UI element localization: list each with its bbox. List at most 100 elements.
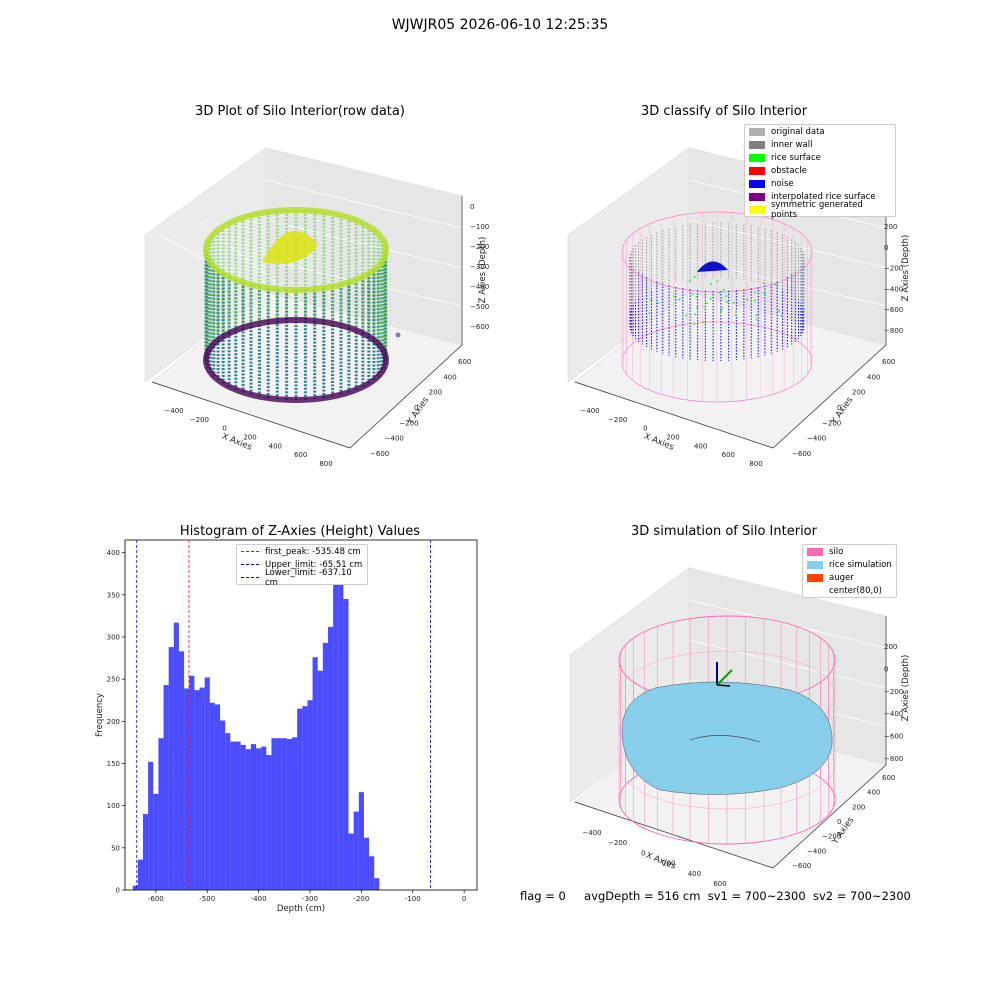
- histogram-legend: first_peak: -535.48 cm Upper_limit: -65.5…: [236, 544, 368, 588]
- y-tick-label: 200: [852, 803, 865, 811]
- y-axis-label: Y Axies: [829, 395, 856, 427]
- z-tick-label: 200: [884, 223, 897, 231]
- histogram-bar: [343, 599, 349, 890]
- top-ring: [203, 207, 389, 293]
- z-tick-label: 200: [884, 643, 897, 651]
- z-tick-label: −400: [884, 710, 903, 718]
- y-tick-label: 350: [107, 591, 120, 599]
- x-tick-label: −400: [582, 829, 601, 837]
- x-tick-label: 200: [662, 860, 675, 868]
- legend-item: obstacle: [745, 164, 895, 177]
- z-tick-label: −600: [470, 323, 489, 331]
- rice-surface-point: [726, 301, 728, 303]
- rice-surface-point: [712, 330, 715, 333]
- rice-surface-point: [720, 310, 723, 313]
- rice-surface-point: [648, 312, 651, 315]
- z-axis-label: Z Axies (Depth): [478, 237, 488, 304]
- raw-3d-plot: −400−2000200400600800−600−400−2000200400…: [144, 147, 489, 468]
- histogram-bar: [266, 755, 272, 890]
- rice-surface-point: [695, 296, 698, 299]
- rice-surface-point: [685, 314, 688, 317]
- y-tick-label: 400: [867, 373, 880, 381]
- legend-label: rice simulation: [829, 559, 892, 570]
- legend-label: center(80,0): [829, 585, 882, 596]
- x-tick-label: 800: [749, 460, 762, 468]
- legend-swatch: [241, 577, 259, 578]
- y-tick-label: 400: [867, 789, 880, 797]
- histogram-bar: [209, 702, 215, 890]
- x-tick-label: 0: [643, 425, 647, 433]
- rice-surface-point: [746, 298, 749, 301]
- rice-surface-point: [725, 295, 728, 298]
- grid-line: [688, 639, 887, 689]
- classify-3d-plot: −400−2000200400600800−600−400−2000200400…: [567, 147, 911, 468]
- x-tick-label: 600: [713, 880, 726, 888]
- y-tick-label: 200: [852, 389, 865, 397]
- rice-surface-point: [691, 293, 694, 296]
- histogram-bar: [358, 792, 364, 890]
- legend-label: noise: [771, 178, 794, 189]
- x-tick-label: 200: [243, 434, 256, 442]
- rice-surface-point: [720, 297, 723, 300]
- x-tick-label: -100: [405, 895, 421, 903]
- legend-label: inner wall: [771, 139, 813, 150]
- x-axis-label: Depth (cm): [277, 904, 325, 914]
- y-tick-label: −200: [822, 833, 841, 841]
- simulation-legend: silo rice simulation auger center(80,0): [802, 544, 897, 598]
- histogram-bar: [168, 647, 174, 890]
- histogram-bar: [348, 833, 354, 890]
- histogram-bar: [235, 741, 241, 890]
- classify-legend: original data inner wall rice surface obsta…: [744, 124, 896, 220]
- y-tick-label: 400: [107, 549, 120, 557]
- classify-plot-title: 3D classify of Silo Interior: [640, 104, 808, 119]
- x-axis-line: [151, 381, 351, 449]
- x-tick-label: -400: [251, 895, 267, 903]
- x-tick-label: 0: [222, 425, 226, 433]
- legend-swatch: [749, 140, 765, 149]
- histogram-bar: [374, 878, 380, 890]
- rice-surface-point: [734, 314, 737, 317]
- rice-surface-point: [688, 280, 691, 283]
- rice-surface-point: [755, 318, 758, 321]
- histogram-bar: [153, 793, 159, 890]
- rice-surface-point: [678, 298, 681, 301]
- histogram-bar: [317, 670, 323, 890]
- legend-label: silo: [829, 546, 844, 557]
- y-tick-label: 600: [882, 358, 895, 366]
- histogram-bar: [220, 720, 226, 890]
- legend-label: first_peak: -535.48 cm: [265, 546, 361, 557]
- histogram-bar: [178, 651, 185, 890]
- auger-marker: [716, 684, 731, 687]
- y-tick-label: 200: [429, 389, 442, 397]
- x-tick-label: 400: [694, 442, 707, 450]
- x-tick-label: −400: [580, 407, 599, 415]
- y-tick-label: 0: [414, 404, 418, 412]
- z-tick-label: −600: [884, 306, 903, 314]
- raw-plot-title: 3D Plot of Silo Interior(row data): [195, 104, 405, 119]
- x-axis-label: X Axies: [644, 851, 677, 872]
- y-tick-label: −400: [385, 435, 404, 443]
- rice-surface-point: [774, 283, 777, 286]
- legend-label: obstacle: [771, 165, 807, 176]
- surface-depression: [689, 735, 761, 743]
- legend-item: interpolated rice surface: [745, 190, 895, 203]
- y-tick-label: −400: [807, 435, 826, 443]
- z-tick-label: 0: [470, 203, 474, 211]
- legend-swatch: [749, 205, 765, 214]
- status-footer: flag = 0 avgDepth = 516 cm sv1 = 700~230…: [520, 889, 911, 903]
- rice-surface-point: [703, 305, 706, 308]
- y-tick-label: −400: [807, 847, 826, 855]
- z-tick-label: −200: [884, 688, 903, 696]
- z-tick-label: −400: [884, 285, 903, 293]
- z-tick-label: −200: [884, 265, 903, 273]
- legend-item: silo: [803, 545, 896, 558]
- z-tick-label: 0: [884, 244, 888, 252]
- x-tick-label: 0: [462, 895, 466, 903]
- y-tick-label: 300: [107, 633, 120, 641]
- histogram-bar: [132, 885, 138, 890]
- legend-item: center(80,0): [803, 584, 896, 597]
- y-tick-label: 0: [837, 404, 841, 412]
- x-tick-label: 0: [641, 849, 645, 857]
- y-tick-label: −600: [792, 862, 811, 870]
- y-tick-label: 100: [107, 802, 120, 810]
